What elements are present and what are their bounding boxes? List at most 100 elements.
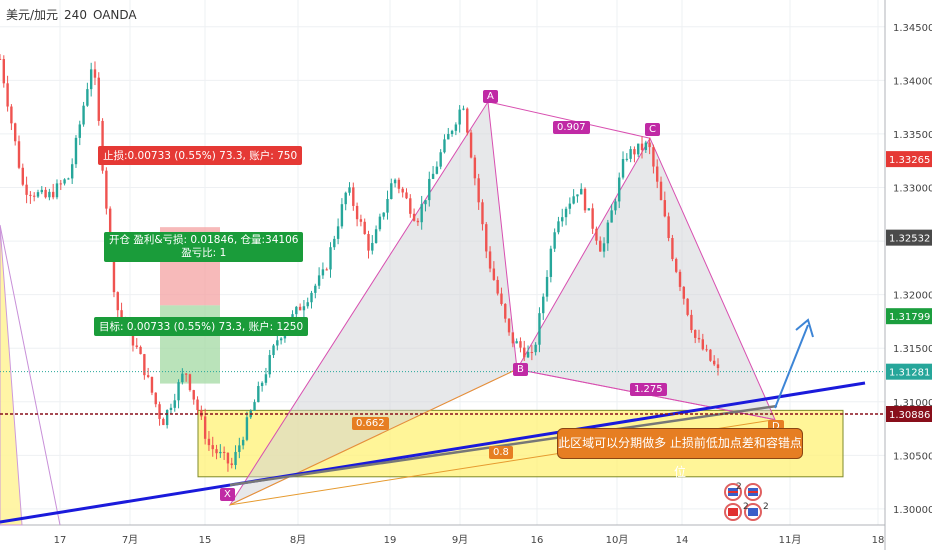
target-label[interactable]: 目标: 0.00733 (0.55%) 73.3, 账户: 1250 (94, 317, 309, 336)
candle-body (314, 285, 317, 293)
pattern-point-c[interactable]: C (645, 123, 660, 136)
stop-loss-label[interactable]: 止损:0.00733 (0.55%) 73.3, 账户: 750 (98, 146, 303, 165)
symbol-label: 美元/加元 (6, 8, 59, 22)
candle-body (538, 313, 541, 345)
candle-body (553, 232, 556, 249)
candle-body (625, 158, 629, 160)
candle-body (583, 188, 587, 211)
candle-body (86, 89, 89, 106)
candle-body (428, 178, 431, 201)
candle-body (716, 364, 720, 369)
candle-body (177, 382, 180, 401)
candle-body (435, 166, 439, 174)
pattern-point-x[interactable]: X (220, 488, 235, 501)
price-tag-label: 1.31281 (889, 368, 930, 379)
price-tag-label: 1.33265 (889, 155, 930, 166)
candle-body (549, 248, 553, 277)
candle-body (51, 191, 55, 198)
candle-body (690, 314, 693, 331)
candle-body (382, 212, 385, 217)
candle-body (393, 179, 397, 184)
left-triangle-shape (0, 224, 23, 526)
flag-icons (724, 483, 762, 521)
ratio-bd-label: 1.275 (630, 383, 667, 396)
candle-body (701, 339, 705, 350)
candle-body (378, 216, 382, 230)
candle-body (0, 58, 2, 60)
candle-body (614, 201, 617, 211)
candle-body (158, 404, 161, 419)
candle-body (587, 208, 591, 211)
candle-body (599, 240, 602, 252)
price-tick-label: 1.33000 (893, 184, 932, 195)
annotation-note[interactable]: 此区域可以分期做多 止损前低加点差和容错点位 (557, 428, 803, 479)
price-tick-label: 1.31000 (893, 398, 932, 409)
candle-body (67, 178, 70, 180)
candle-body (17, 141, 21, 168)
candle-body (663, 200, 667, 217)
candle-body (530, 352, 534, 354)
candle-body (165, 409, 169, 426)
time-tick-label: 8月 (290, 534, 306, 546)
candle-body (576, 194, 579, 197)
candle-body (697, 337, 701, 340)
candle-body (458, 109, 461, 125)
candle-body (713, 360, 716, 365)
candle-body (496, 279, 499, 294)
open-position-label[interactable]: 开仓 盈利&亏损: 0.01846, 仓量:34106 盈亏比: 1 (104, 232, 304, 262)
candle-body (568, 203, 572, 209)
candle-body (139, 346, 142, 355)
pattern-point-a[interactable]: A (483, 90, 498, 103)
candle-body (340, 204, 344, 227)
candle-body (63, 179, 66, 184)
candle-body (466, 108, 469, 133)
candle-body (374, 229, 378, 243)
pattern-ac-line (487, 101, 651, 139)
candle-body (70, 164, 74, 179)
candle-body (572, 196, 575, 204)
price-tick-label: 1.34000 (893, 76, 932, 87)
ratio-xb-label: 0.662 (352, 417, 389, 430)
candle-body (682, 286, 686, 299)
candle-body (321, 269, 325, 276)
candle-body (629, 149, 632, 159)
candle-body (188, 374, 192, 391)
candle-body (333, 238, 336, 248)
candle-body (637, 143, 640, 155)
time-tick-label: 19 (384, 535, 397, 546)
candle-body (511, 332, 515, 344)
candle-body (447, 134, 450, 140)
candle-body (416, 220, 420, 223)
candle-body (230, 463, 233, 466)
price-tag-label: 1.30886 (889, 410, 930, 421)
candle-body (44, 189, 47, 198)
candle-body (219, 451, 222, 454)
time-tick-label: 17 (54, 535, 67, 546)
candle-body (215, 449, 218, 454)
candle-body (74, 137, 78, 165)
candle-body (526, 352, 530, 358)
candle-body (21, 167, 24, 185)
candle-body (329, 247, 332, 270)
candle-body (675, 259, 678, 272)
event-badges[interactable]: 2 2 2 (723, 482, 783, 530)
candle-body (488, 251, 492, 269)
badge-count-1: 2 (736, 482, 742, 492)
candle-body (344, 192, 347, 205)
candle-body (523, 347, 526, 358)
candle-body (412, 213, 416, 221)
candle-body (659, 181, 663, 201)
candle-body (420, 204, 423, 223)
candle-body (203, 416, 207, 439)
candle-body (116, 292, 119, 311)
candle-body (59, 183, 62, 185)
candle-body (363, 221, 366, 235)
candle-body (439, 152, 442, 167)
candle-body (162, 418, 165, 426)
candle-body (667, 216, 670, 239)
price-tag (886, 406, 932, 422)
candle-body (580, 188, 583, 195)
inner-trendline (229, 404, 778, 487)
pattern-point-b[interactable]: B (513, 363, 528, 376)
